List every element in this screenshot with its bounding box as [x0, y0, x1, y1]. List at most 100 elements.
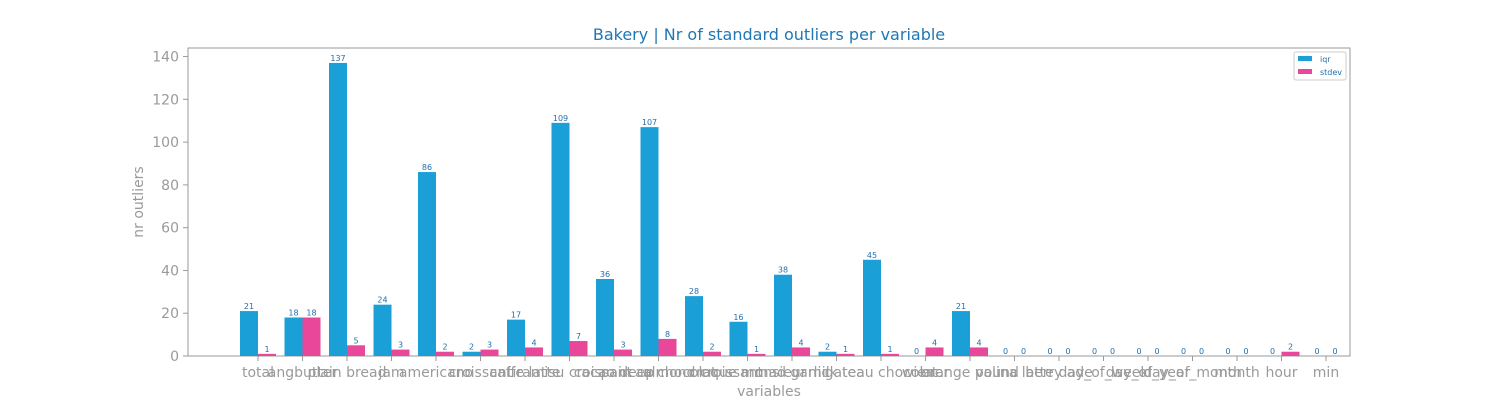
- bar-value-label: 2: [442, 343, 447, 352]
- bar-stdev: [747, 353, 766, 356]
- bar-value-label: 2: [1288, 343, 1293, 352]
- bar-value-label: 36: [600, 270, 610, 279]
- bar-value-label: 0: [1199, 347, 1204, 356]
- x-tick-label: valina latte: [975, 365, 1054, 381]
- bar-stdev: [569, 341, 588, 356]
- bar-value-label: 0: [1225, 347, 1230, 356]
- bar-iqr: [818, 351, 837, 356]
- bar-value-label: 28: [689, 287, 699, 296]
- bar-stdev: [436, 351, 454, 356]
- bar-value-label: 2: [469, 343, 474, 352]
- chart-title: Bakery | Nr of standard outliers per var…: [593, 25, 945, 44]
- x-tick-label: angbutter: [268, 365, 338, 381]
- bar-iqr: [774, 274, 792, 356]
- bar-iqr: [418, 172, 436, 356]
- bar-value-label: 1: [887, 345, 892, 354]
- bars: [240, 62, 1300, 356]
- bar-value-label: 45: [867, 251, 877, 260]
- bar-value-label: 4: [932, 338, 937, 347]
- x-tick-label: croissant: [449, 365, 513, 381]
- bar-value-label: 17: [511, 311, 521, 320]
- x-tick-label: almond croissant: [643, 365, 764, 381]
- x-tick-label: jam: [377, 365, 404, 381]
- bar-value-label: 2: [825, 343, 830, 352]
- legend-swatch-stdev: [1298, 69, 1312, 74]
- bar-value-label: 0: [1136, 347, 1141, 356]
- legend-label-stdev: stdev: [1320, 68, 1342, 77]
- bar-stdev: [347, 345, 365, 356]
- bar-value-label: 21: [244, 302, 254, 311]
- bar-value-label: 0: [1047, 347, 1052, 356]
- bar-value-label: 0: [1332, 347, 1337, 356]
- bar-iqr: [373, 304, 392, 356]
- bar-value-label: 1: [754, 345, 759, 354]
- bar-value-label: 18: [288, 309, 298, 318]
- x-tick-label: croque monsieur: [688, 365, 806, 381]
- legend: iqr stdev: [1293, 51, 1347, 81]
- bar-iqr: [863, 259, 881, 356]
- bar-value-label: 3: [398, 341, 403, 350]
- bar-stdev: [970, 347, 988, 356]
- bar-value-label: 86: [422, 163, 432, 172]
- bar-stdev: [258, 353, 276, 356]
- legend-swatch-iqr: [1298, 56, 1312, 61]
- bar-iqr: [952, 311, 970, 356]
- x-tick-label: gateau chocolat: [825, 365, 938, 381]
- x-tick-label: caffe latte: [489, 365, 560, 381]
- y-tick-label: 20: [161, 306, 179, 322]
- y-axis-label: nr outliers: [131, 166, 147, 237]
- bar-value-label: 0: [1181, 347, 1186, 356]
- x-tick-label: wiener: [902, 365, 949, 381]
- bar-stdev: [925, 347, 944, 356]
- bar-stdev: [836, 353, 855, 356]
- x-tick-label: berry ade: [1025, 365, 1093, 381]
- bar-value-label: 0: [1270, 347, 1275, 356]
- bar-stdev: [792, 347, 810, 356]
- bar-value-label: 18: [306, 309, 316, 318]
- bar-value-label: 1: [843, 345, 848, 354]
- x-axis-label: variables: [737, 384, 801, 400]
- bar-stdev: [480, 349, 499, 356]
- bar-value-label: 4: [798, 338, 803, 347]
- bar-value-label: 0: [914, 347, 919, 356]
- x-tick-label: day_of_month: [1143, 365, 1242, 381]
- bar-stdev: [614, 349, 632, 356]
- x-tick-label: pain au chocolat: [601, 365, 717, 381]
- bar-stdev: [302, 317, 321, 356]
- bar-value-label: 107: [642, 118, 657, 127]
- plot-area: [187, 47, 1351, 357]
- bar-value-label: 0: [1021, 347, 1026, 356]
- bar-value-label: 38: [778, 266, 788, 275]
- x-tick-label: plain bread: [308, 365, 387, 381]
- y-tick-label: 40: [161, 263, 179, 279]
- bar-iqr: [507, 319, 525, 356]
- bar-value-label: 7: [576, 332, 581, 341]
- bar-iqr: [596, 279, 614, 356]
- x-tick-label: day_of_week: [1058, 365, 1149, 381]
- y-tick-label: 60: [161, 221, 179, 237]
- x-tick-label: milk tea: [808, 365, 865, 381]
- bar-stdev: [881, 353, 899, 356]
- y-tick-label: 80: [161, 178, 179, 194]
- bar-stdev: [1281, 351, 1300, 356]
- bar-iqr: [462, 351, 481, 356]
- x-tick-label: day_of_year: [1106, 365, 1191, 381]
- bar-value-label: 0: [1065, 347, 1070, 356]
- bar-value-label: 5: [353, 336, 358, 345]
- bar-value-label: 4: [976, 338, 981, 347]
- bar-value-label: 4: [531, 338, 536, 347]
- bar-stdev: [658, 338, 677, 356]
- x-tick-label: mad garlic: [755, 365, 829, 381]
- bar-stdev: [703, 351, 721, 356]
- x-tick-label: tiramisu croissant: [507, 365, 632, 381]
- bar-iqr: [729, 321, 748, 356]
- bar-value-label: 0: [1110, 347, 1115, 356]
- y-tick-label: 0: [170, 349, 179, 365]
- bar-iqr: [685, 296, 703, 356]
- bar-value-label: 8: [665, 330, 670, 339]
- y-tick-label: 120: [152, 92, 179, 108]
- bar-value-label: 0: [1243, 347, 1248, 356]
